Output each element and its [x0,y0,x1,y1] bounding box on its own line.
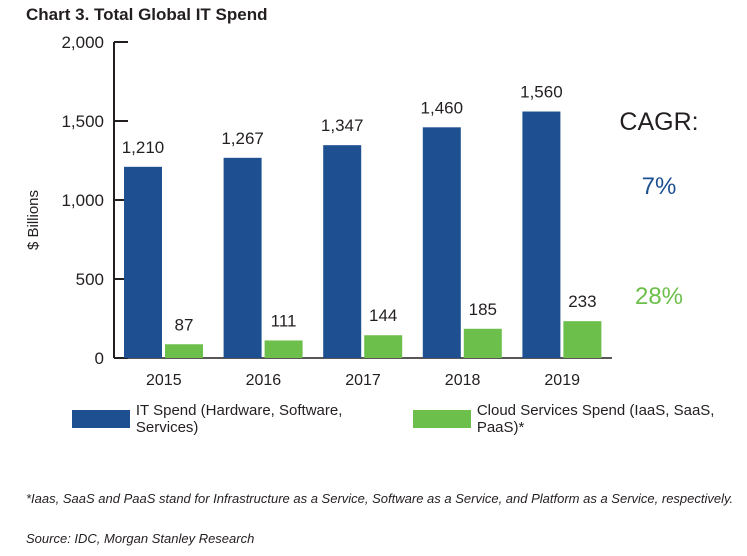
y-tick-label: 500 [76,270,104,289]
bar-cloud-spend [364,335,403,358]
y-tick-label: 1,000 [61,191,104,210]
cagr-title: CAGR: [619,108,698,136]
bar-cloud-spend [264,340,303,358]
source-note: Source: IDC, Morgan Stanley Research [26,531,255,546]
bar-it-spend [422,127,461,358]
y-axis-label: $ Billions [25,190,42,250]
legend-label-cloud: Cloud Services Spend (IaaS, SaaS, PaaS)* [476,402,715,436]
data-label-it: 1,560 [520,83,563,102]
x-tick-label: 2017 [345,372,381,389]
legend-swatch-cloud [412,410,471,428]
data-label-it: 1,267 [221,129,264,148]
data-label-cloud: 144 [369,306,397,325]
y-tick-label: 1,500 [61,112,104,131]
bar-it-spend [522,111,561,359]
bar-cloud-spend [165,344,203,358]
footnote: *Iaas, SaaS and PaaS stand for Infrastru… [26,491,734,506]
data-label-cloud: 185 [469,300,497,319]
data-label-it: 1,347 [321,116,364,135]
cagr-it-value: 7% [642,173,677,200]
data-label-it: 1,460 [421,98,464,117]
x-tick-label: 2018 [445,372,481,389]
legend-label-it: IT Spend (Hardware, Software, Services) [135,402,343,436]
axis-layer: 0 500 1,000 1,500 2,000 2015 2016 2017 2018 2019 [61,33,612,389]
cagr-cloud-value: 28% [635,283,683,310]
chart-title: Chart 3. Total Global IT Spend [26,5,268,24]
legend-item-it: IT Spend (Hardware, Software, Services) [72,402,391,436]
bars-layer [124,111,602,359]
data-label-cloud: 87 [175,315,194,334]
x-tick-label: 2016 [246,372,282,389]
data-label-it: 1,210 [122,138,165,157]
bar-cloud-spend [463,328,502,358]
x-tick-label: 2019 [544,372,580,389]
bar-cloud-spend [563,321,602,358]
x-tick-label: 2015 [146,372,182,389]
y-tick-label: 0 [95,349,104,368]
bar-it-spend [223,157,262,358]
data-label-cloud: 111 [271,311,297,330]
y-tick-label: 2,000 [61,33,104,52]
labels-layer: 1,210 87 1,267 111 1,347 144 1,460 185 1,560 233 [122,83,597,335]
data-label-cloud: 233 [568,292,596,311]
bar-it-spend [124,166,162,358]
legend-item-cloud: Cloud Services Spend (IaaS, SaaS, PaaS)* [412,402,747,436]
bar-it-spend [323,145,362,358]
legend: IT Spend (Hardware, Software, Services) … [72,402,747,436]
legend-swatch-it [72,410,130,428]
